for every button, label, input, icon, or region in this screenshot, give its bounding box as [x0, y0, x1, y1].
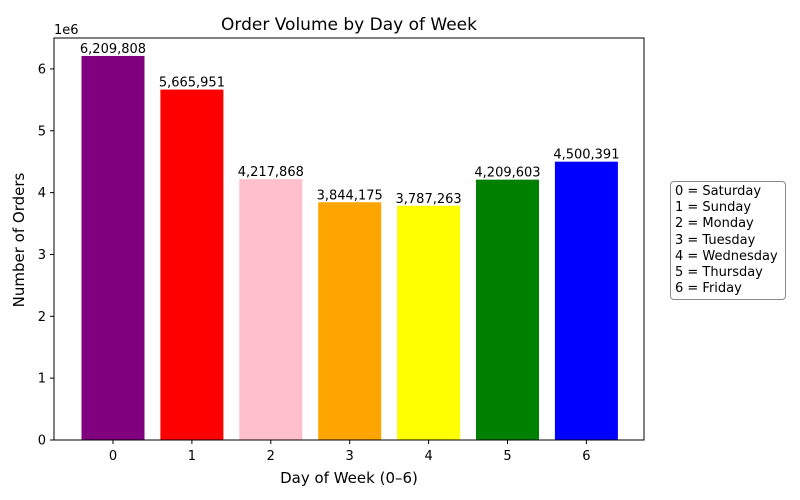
y-tick-label: 6: [38, 62, 46, 77]
bar-value-label: 4,500,391: [553, 148, 619, 163]
bar-value-label: 6,209,808: [80, 42, 146, 57]
y-tick-label: 0: [38, 434, 46, 449]
x-tick-label: 1: [188, 449, 196, 464]
bar-value-label: 4,209,603: [474, 166, 540, 181]
legend-entry: 2 = Monday: [675, 216, 754, 232]
x-tick-label: 0: [109, 449, 117, 464]
legend: 0 = Saturday 1 = Sunday 2 = Monday 3 = Tues…: [670, 181, 786, 301]
y-tick-label: 3: [38, 248, 46, 263]
bar-day-3: [318, 202, 382, 440]
bar-value-label: 3,787,263: [396, 192, 462, 207]
bar-value-label: 3,844,175: [317, 188, 383, 203]
x-axis-label: Day of Week (0–6): [280, 469, 418, 487]
x-tick-label: 2: [267, 449, 275, 464]
legend-entry: 6 = Friday: [675, 281, 742, 297]
legend-entry: 1 = Sunday: [675, 200, 752, 216]
bar-day-0: [81, 55, 145, 440]
bar-day-1: [160, 89, 224, 440]
y-axis-label: Number of Orders: [10, 172, 28, 307]
bar-value-label: 5,665,951: [159, 76, 225, 91]
legend-entry: 4 = Wednesday: [675, 248, 778, 264]
x-tick-label: 5: [503, 449, 511, 464]
x-tick-label: 4: [424, 449, 432, 464]
bar-value-label: 4,217,868: [238, 165, 304, 180]
legend-entry: 3 = Tuesday: [675, 232, 756, 248]
legend-entry: 5 = Thursday: [675, 265, 763, 281]
y-scale-label: 1e6: [54, 23, 79, 38]
x-tick-label: 6: [582, 449, 590, 464]
bar-day-4: [397, 205, 461, 440]
plot-frame: [53, 37, 645, 441]
chart-title: Order Volume by Day of Week: [221, 15, 477, 35]
x-tick-label: 3: [346, 449, 354, 464]
bar-day-2: [239, 179, 303, 440]
y-tick-label: 5: [38, 124, 46, 139]
bar-day-5: [476, 179, 539, 440]
bar-day-6: [554, 161, 618, 440]
y-tick-label: 1: [38, 372, 46, 387]
y-tick-label: 4: [38, 186, 46, 201]
y-tick-label: 2: [38, 310, 46, 325]
legend-entry: 0 = Saturday: [675, 184, 762, 199]
